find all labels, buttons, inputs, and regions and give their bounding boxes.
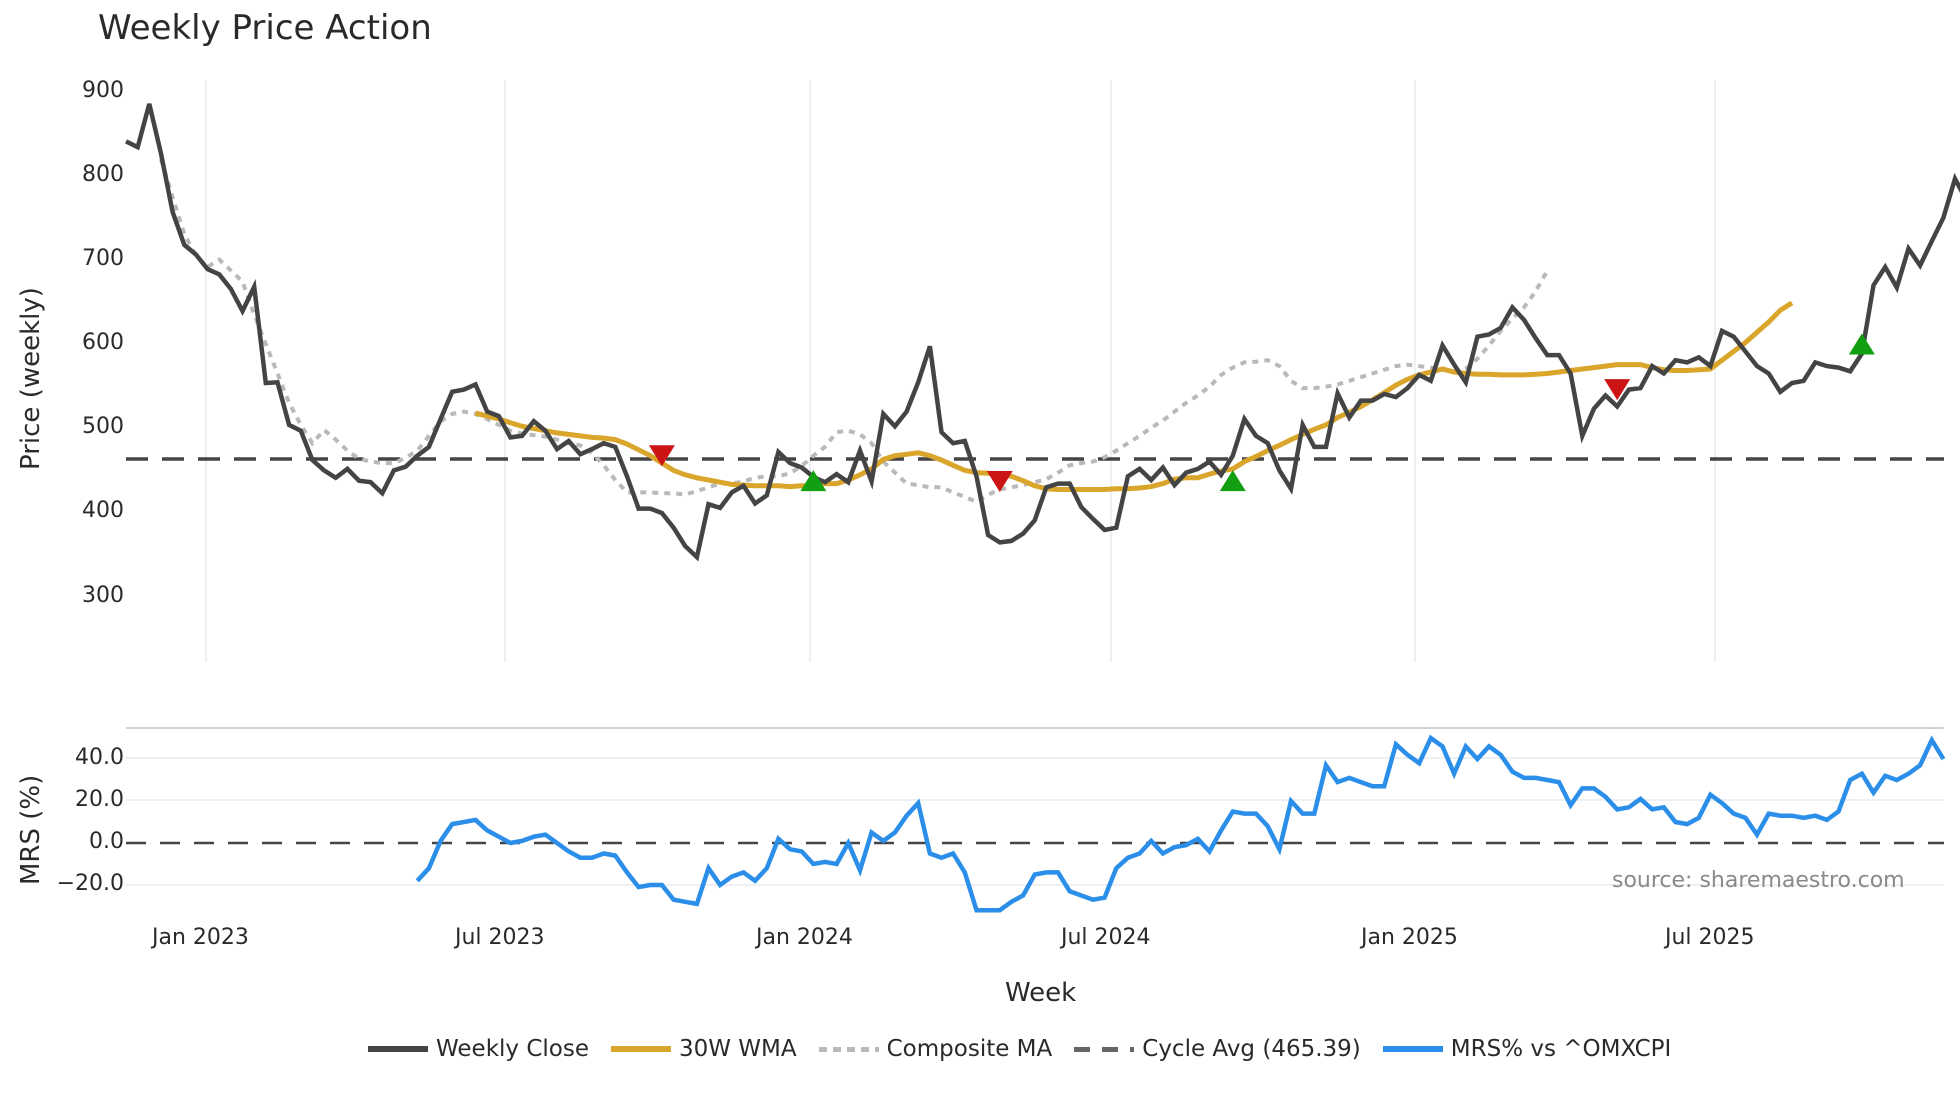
price-ytick: 500	[82, 414, 124, 439]
xtick: Jan 2024	[756, 925, 853, 950]
legend-label: MRS% vs ^OMXCPI	[1450, 1036, 1672, 1062]
buy-signal-triangle-up-icon	[1848, 333, 1875, 355]
sell-signal-triangle-down-icon	[1604, 379, 1631, 401]
legend: Weekly Close 30W WMA Composite MA Cycle …	[368, 1036, 1693, 1062]
legend-item-composite-ma[interactable]: Composite MA	[818, 1036, 1053, 1062]
xtick: Jan 2023	[152, 925, 249, 950]
mrs-ytick: −20.0	[56, 871, 124, 896]
solid-line-swatch-icon	[610, 1046, 671, 1052]
legend-label: Cycle Avg (465.39)	[1142, 1036, 1361, 1062]
sell-signal-triangle-down-icon	[648, 445, 675, 467]
xtick: Jul 2024	[1061, 925, 1151, 950]
price-ytick: 600	[82, 330, 124, 355]
price-ytick: 900	[82, 78, 124, 103]
mrs-line	[415, 734, 1946, 913]
price-ytick: 700	[82, 246, 124, 271]
composite-ma-line	[158, 158, 1550, 505]
legend-label: Weekly Close	[436, 1036, 589, 1062]
source-note: source: sharemaestro.com	[1612, 868, 1905, 893]
chart-title: Weekly Price Action	[98, 8, 432, 48]
gridlines	[126, 80, 1944, 886]
price-ytick: 800	[82, 162, 124, 187]
buy-signal-triangle-up-icon	[1219, 470, 1246, 492]
mrs-ytick: 0.0	[89, 829, 124, 854]
xtick: Jul 2025	[1665, 925, 1755, 950]
price-axis-label: Price (weekly)	[16, 287, 46, 470]
wma-30w-line	[474, 300, 1794, 492]
buy-signal-triangle-up-icon	[800, 470, 827, 492]
weekly-close-line	[125, 103, 1960, 562]
sell-signal-triangle-down-icon	[986, 470, 1013, 492]
x-axis-label: Week	[1005, 978, 1077, 1008]
xtick: Jul 2023	[455, 925, 545, 950]
solid-line-swatch-icon	[1382, 1046, 1443, 1052]
xtick: Jan 2025	[1361, 925, 1458, 950]
legend-item-wma[interactable]: 30W WMA	[610, 1036, 797, 1062]
signal-markers	[648, 333, 1875, 492]
mrs-ytick: 40.0	[75, 745, 124, 770]
legend-label: 30W WMA	[678, 1036, 797, 1062]
legend-item-cycle-avg[interactable]: Cycle Avg (465.39)	[1074, 1036, 1361, 1062]
price-ytick: 300	[82, 583, 124, 608]
legend-label: Composite MA	[886, 1036, 1053, 1062]
solid-line-swatch-icon	[368, 1046, 428, 1052]
dotted-line-swatch-icon	[818, 1046, 879, 1052]
legend-item-weekly-close[interactable]: Weekly Close	[368, 1036, 589, 1062]
legend-item-mrs[interactable]: MRS% vs ^OMXCPI	[1382, 1036, 1672, 1062]
dashed-line-swatch-icon	[1074, 1046, 1135, 1052]
price-ytick: 400	[82, 498, 124, 523]
mrs-ytick: 20.0	[75, 787, 124, 812]
